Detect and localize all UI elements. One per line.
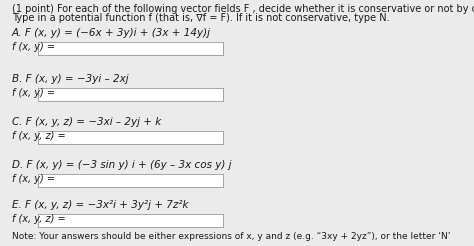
Text: f (x, y) =: f (x, y) = [12, 174, 55, 184]
Text: f (x, y, z) =: f (x, y, z) = [12, 214, 65, 224]
Text: A. F (x, y) = (−6x + 3y)i + (3x + 14y)j: A. F (x, y) = (−6x + 3y)i + (3x + 14y)j [12, 28, 211, 38]
Text: B. F (x, y) = −3yi – 2xj: B. F (x, y) = −3yi – 2xj [12, 74, 128, 84]
Text: f (x, y, z) =: f (x, y, z) = [12, 131, 65, 141]
Text: f (x, y) =: f (x, y) = [12, 42, 55, 52]
Text: (1 point) For each of the following vector fields F , decide whether it is conse: (1 point) For each of the following vect… [12, 4, 474, 14]
Text: D. F (x, y) = (−3 sin y) i + (6y – 3x cos y) j: D. F (x, y) = (−3 sin y) i + (6y – 3x co… [12, 160, 231, 170]
Text: Type in a potential function f (that is, ∇f = F). If it is not conservative, typ: Type in a potential function f (that is,… [12, 13, 390, 23]
Text: C. F (x, y, z) = −3xi – 2yj + k: C. F (x, y, z) = −3xi – 2yj + k [12, 117, 161, 127]
Text: f (x, y) =: f (x, y) = [12, 88, 55, 98]
Text: E. F (x, y, z) = −3x²i + 3y²j + 7z²k: E. F (x, y, z) = −3x²i + 3y²j + 7z²k [12, 200, 188, 210]
Text: Note: Your answers should be either expressions of x, y and z (e.g. “3xy + 2yz”): Note: Your answers should be either expr… [12, 232, 450, 241]
